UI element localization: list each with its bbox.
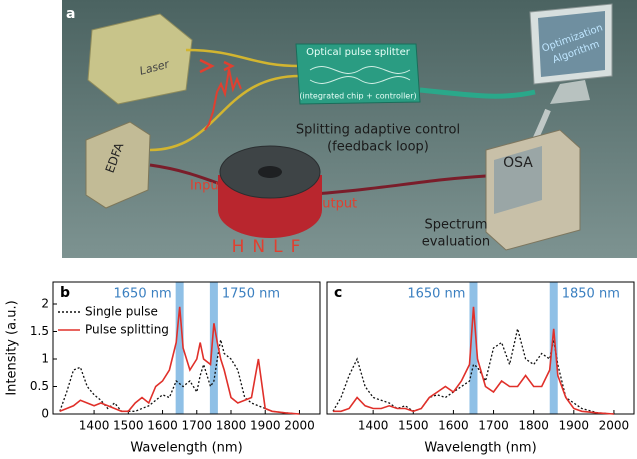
x-tick-label: 1500 <box>398 419 429 433</box>
x-axis-label: Wavelength (nm) <box>424 441 536 456</box>
x-tick-label: 1800 <box>216 419 247 433</box>
spool-hub <box>258 166 282 178</box>
series-line <box>59 306 300 415</box>
panel-label: a <box>66 6 75 22</box>
fiber <box>149 74 301 152</box>
output-label: Output <box>312 197 357 212</box>
edfa-box <box>85 121 151 209</box>
legend-label: Pulse splitting <box>85 323 169 337</box>
y-tick-label: 2 <box>41 297 49 311</box>
spectrum-label: Spectrum <box>425 218 488 233</box>
highlight-label: 1850 nm <box>562 287 620 302</box>
x-tick-label: 1700 <box>478 419 509 433</box>
plot-frame <box>326 281 635 415</box>
pulse-icon <box>199 58 235 74</box>
y-tick-label: 1.5 <box>30 324 49 338</box>
highlight-band <box>469 282 478 414</box>
monitor-stand <box>550 80 590 104</box>
x-tick-label: 1900 <box>559 419 590 433</box>
pulse-train <box>204 68 242 131</box>
highlight-label: 1650 nm <box>114 287 172 302</box>
input-label: Input <box>190 179 224 194</box>
fiber <box>419 87 536 99</box>
series-line <box>332 328 614 415</box>
highlight-band <box>549 282 558 414</box>
monitor-screen <box>538 11 605 77</box>
x-tick-label: 1900 <box>250 419 281 433</box>
chip-title: Optical pulse splitter <box>306 47 411 58</box>
plot-frame <box>52 281 321 415</box>
x-tick-label: 1800 <box>518 419 549 433</box>
x-tick-label: 1600 <box>147 419 178 433</box>
waveguide <box>309 66 411 84</box>
y-tick-label: 1 <box>41 352 49 366</box>
y-tick-label: 0.5 <box>30 379 49 393</box>
x-tick-label: 1600 <box>438 419 469 433</box>
x-tick-label: 1400 <box>79 419 110 433</box>
chip <box>295 43 421 105</box>
control-label: Splitting adaptive control <box>296 123 460 138</box>
control-label: (feedback loop) <box>327 140 429 155</box>
y-axis-label: Intensity (a.u.) <box>5 300 20 395</box>
panel-label: b <box>60 285 70 301</box>
x-tick-label: 2000 <box>284 419 315 433</box>
hnlf-label: HNLF <box>232 237 309 257</box>
series-line <box>333 306 614 415</box>
highlight-band <box>175 282 184 414</box>
highlight-label: 1750 nm <box>222 287 280 302</box>
illustration: a Laser Optical pulse splitter (integrat… <box>62 0 637 258</box>
x-tick-label: 1500 <box>113 419 144 433</box>
osa-label: OSA <box>503 155 533 171</box>
fiber <box>185 48 301 68</box>
highlight-band <box>209 282 218 414</box>
x-tick-label: 2000 <box>599 419 630 433</box>
x-tick-label: 1400 <box>358 419 389 433</box>
panel-label: c <box>334 285 342 301</box>
x-axis-label: Wavelength (nm) <box>130 441 242 456</box>
chip-note: (integrated chip + controller) <box>299 92 416 101</box>
series-line <box>59 339 300 415</box>
osa-screen <box>494 146 542 214</box>
laser-box <box>87 13 193 105</box>
y-tick-label: 0 <box>41 407 49 421</box>
spectrum-label: evaluation <box>422 235 490 250</box>
legend-label: Single pulse <box>85 305 158 319</box>
highlight-label: 1650 nm <box>407 287 465 302</box>
x-tick-label: 1700 <box>181 419 212 433</box>
